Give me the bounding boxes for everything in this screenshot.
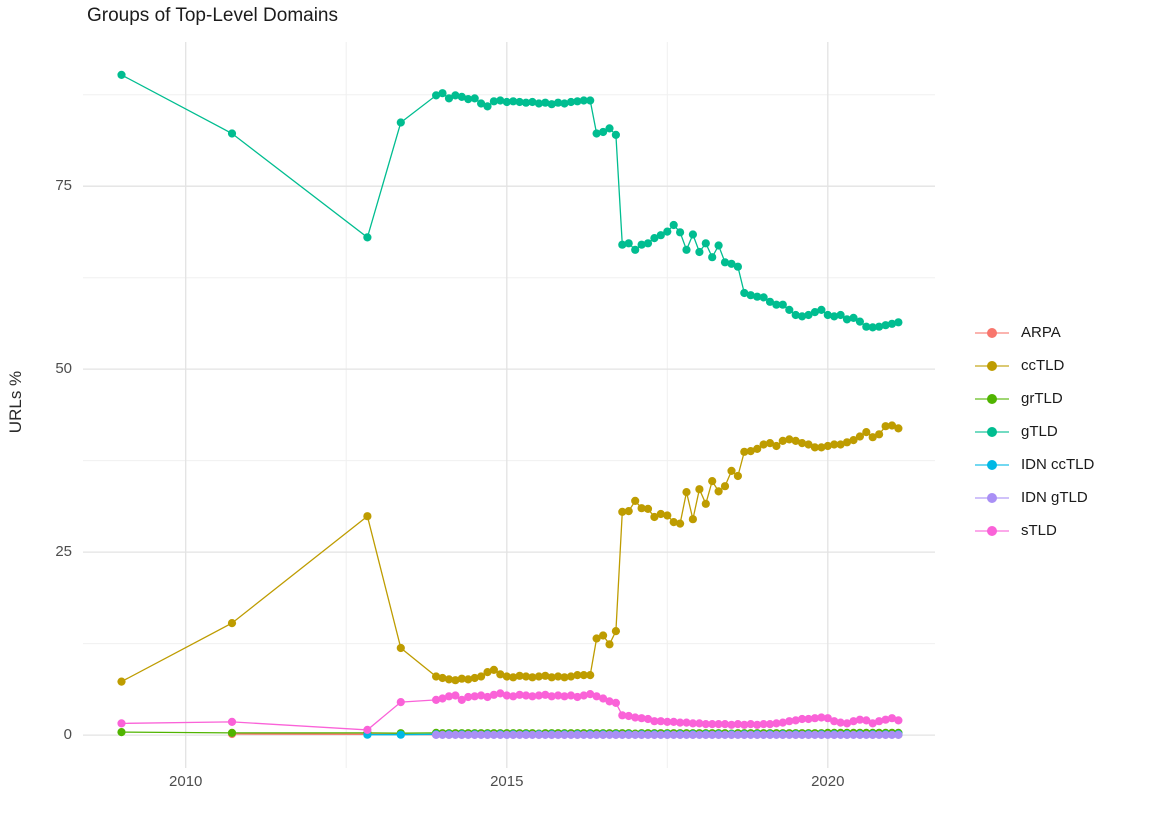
legend-key-icon	[975, 426, 1009, 438]
y-axis-label: URLs %	[6, 370, 25, 434]
legend-label: IDN gTLD	[1021, 489, 1088, 506]
legend-item-idn-cctld: IDN ccTLD	[975, 448, 1094, 481]
legend-item-stld: sTLD	[975, 514, 1094, 547]
legend-key-icon	[975, 459, 1009, 471]
chart-svg	[83, 42, 935, 768]
legend-label: ARPA	[1021, 324, 1061, 341]
y-axis-tick-label: 75	[55, 177, 72, 195]
series-idn-gtld	[432, 730, 903, 740]
plot-panel	[83, 42, 935, 768]
legend-item-grtld: grTLD	[975, 382, 1094, 415]
legend-item-gtld: gTLD	[975, 415, 1094, 448]
legend-item-cctld: ccTLD	[975, 349, 1094, 382]
legend-item-arpa: ARPA	[975, 316, 1094, 349]
x-axis-tick-label: 2015	[490, 773, 524, 790]
legend-label: sTLD	[1021, 522, 1057, 539]
legend-label: IDN ccTLD	[1021, 456, 1095, 473]
y-axis-tick-label: 0	[63, 726, 72, 744]
legend-key-icon	[975, 492, 1009, 504]
chart-title: Groups of Top-Level Domains	[87, 5, 338, 26]
legend: ARPA ccTLD grTLD gTLD IDN ccTLD IDN gTLD sTLD	[975, 316, 1094, 547]
y-axis-tick-label: 25	[55, 543, 72, 561]
legend-key-icon	[975, 393, 1009, 405]
series-cctld	[117, 421, 903, 686]
legend-label: grTLD	[1021, 390, 1063, 407]
legend-key-icon	[975, 360, 1009, 372]
legend-label: ccTLD	[1021, 357, 1065, 374]
x-axis-tick-label: 2010	[169, 773, 203, 790]
y-axis-tick-label: 50	[55, 360, 72, 378]
legend-label: gTLD	[1021, 423, 1058, 440]
legend-key-icon	[975, 525, 1009, 537]
legend-item-idn-gtld: IDN gTLD	[975, 481, 1094, 514]
series-gtld	[117, 70, 903, 332]
series-stld	[117, 689, 903, 735]
legend-key-icon	[975, 327, 1009, 339]
x-axis-tick-label: 2020	[811, 773, 845, 790]
